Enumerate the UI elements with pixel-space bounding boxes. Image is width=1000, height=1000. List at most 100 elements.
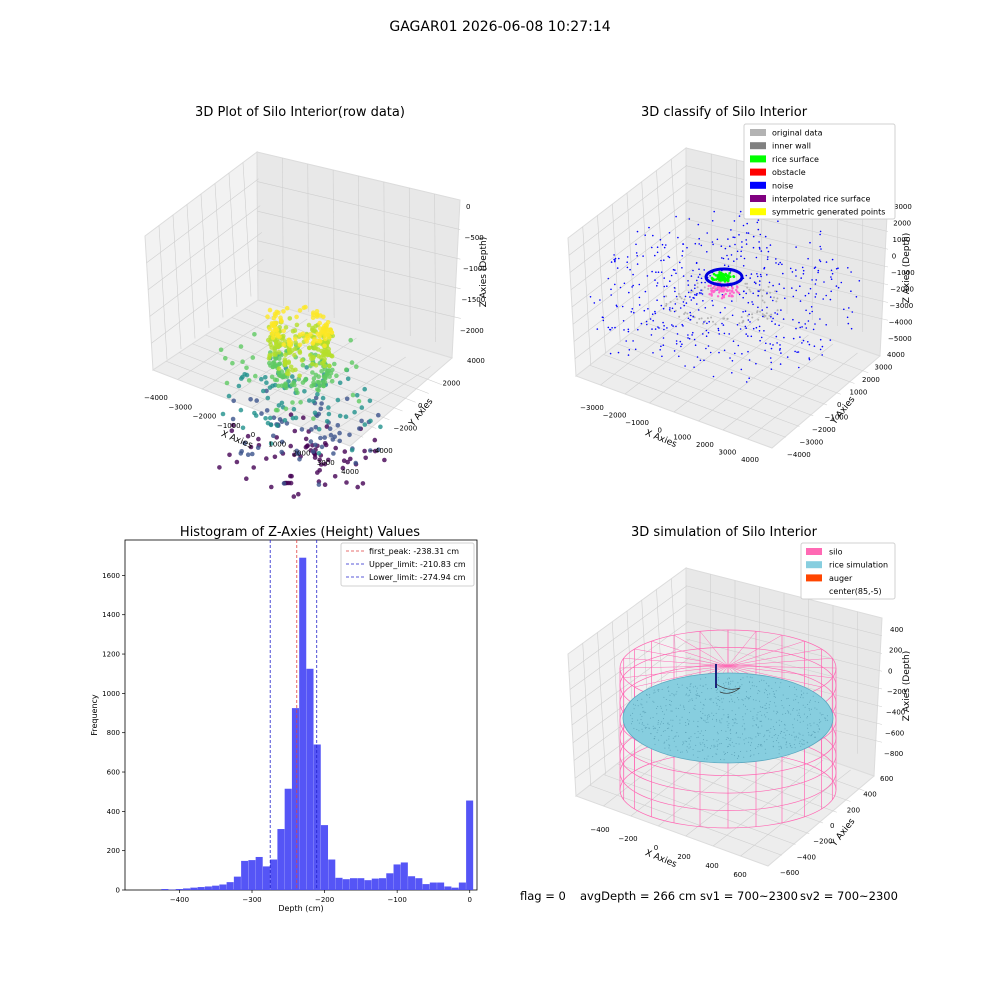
classify-3d-point-noise — [762, 315, 764, 318]
raw-3d-point — [297, 349, 303, 354]
classify-3d-point-noise — [697, 276, 700, 278]
raw-3d-point — [302, 389, 307, 394]
rice-mesh-point — [746, 697, 748, 699]
classify-3d-point-noise — [633, 311, 635, 314]
rice-mesh-point — [641, 704, 643, 706]
classify-3d-point-noise — [821, 354, 823, 356]
classify-3d-point-noise — [627, 354, 630, 356]
rice-mesh-point — [773, 734, 775, 736]
classify-3d-point-noise — [766, 306, 768, 309]
classify-3d-point-noise — [679, 307, 682, 309]
classify-3d-point-noise — [795, 327, 797, 330]
classify-3d-point-noise — [675, 325, 677, 328]
classify-3d-point-noise — [792, 295, 795, 298]
classify-3d-point-noise — [711, 300, 713, 302]
histogram-bar — [190, 887, 198, 890]
histogram-y-tick: 800 — [107, 729, 120, 737]
rice-mesh-point — [721, 718, 723, 720]
classify-3d-point-noise — [758, 241, 760, 243]
classify-3d-point-noise — [733, 220, 736, 222]
silo-roof-spoke — [727, 640, 805, 667]
rice-mesh-point — [791, 734, 793, 736]
raw-3d-point — [264, 380, 269, 386]
histogram-bar — [466, 800, 474, 890]
classify-3d-point-original — [717, 280, 719, 283]
rice-mesh-point — [816, 724, 818, 726]
classify-3d-point-noise — [616, 305, 618, 308]
raw-3d-point — [272, 311, 278, 317]
rice-mesh-point — [768, 718, 770, 720]
rice-mesh-point — [715, 712, 717, 714]
rice-mesh-point — [785, 742, 787, 744]
classify-3d-point-noise — [693, 366, 695, 369]
rice-mesh-point — [783, 732, 785, 733]
rice-mesh-point — [728, 681, 730, 683]
rice-mesh-point — [696, 687, 698, 689]
rice-mesh-point — [814, 701, 816, 703]
rice-mesh-point — [712, 718, 713, 720]
classify-3d-point-noise — [690, 314, 692, 317]
silo-roof-spoke — [727, 665, 822, 688]
classify-3d-x-tick: 3000 — [718, 449, 736, 457]
footer-avg-depth: avgDepth = 266 cm — [580, 889, 696, 903]
classify-3d-point-noise — [772, 344, 774, 346]
classify-3d-point-noise — [792, 318, 794, 321]
classify-3d-point-noise — [696, 292, 698, 295]
rice-mesh-point — [732, 725, 734, 727]
classify-3d-point-original — [751, 316, 754, 319]
raw-3d-point — [313, 442, 318, 448]
classify-3d-point-noise — [851, 311, 854, 313]
rice-mesh-point — [745, 705, 746, 707]
classify-3d-point-noise — [703, 321, 705, 323]
rice-mesh-point — [742, 699, 744, 701]
rice-mesh-point — [802, 704, 804, 706]
classify-3d-y-tick: −3000 — [800, 439, 824, 447]
classify-3d-point-noise — [763, 267, 765, 270]
rice-mesh-point — [649, 694, 651, 696]
classify-3d-point-noise — [758, 330, 761, 332]
classify-3d-y-tick: −1000 — [825, 414, 849, 422]
classify-3d-point-noise — [695, 294, 698, 296]
rice-mesh-point — [700, 678, 702, 680]
raw-3d-point — [276, 366, 282, 371]
rice-mesh-point — [807, 724, 809, 726]
classify-3d-point-noise — [797, 351, 800, 353]
rice-mesh-point — [771, 687, 773, 689]
raw-3d-point — [293, 387, 299, 393]
classify-3d-point-noise — [758, 290, 760, 293]
classify-3d-point-noise — [601, 316, 604, 319]
rice-mesh-point — [697, 756, 699, 758]
raw-3d-point — [357, 426, 362, 431]
rice-mesh-point — [681, 751, 683, 753]
classify-3d-point-noise — [668, 309, 671, 311]
raw-3d-point — [325, 320, 331, 325]
classify-3d-point-noise — [779, 347, 781, 350]
simulation-3d-y-tick: −600 — [780, 869, 799, 877]
classify-3d-point-noise — [814, 266, 817, 269]
raw-3d-point — [274, 341, 280, 347]
silo-roof-spoke — [727, 657, 833, 667]
rice-mesh-point — [780, 700, 782, 702]
raw-3d-point — [327, 363, 332, 369]
histogram-bar — [226, 882, 234, 890]
raw-3d-point — [274, 328, 279, 333]
grid-line — [573, 251, 693, 342]
rice-mesh-point — [750, 710, 752, 712]
classify-3d-point-noise — [772, 284, 774, 287]
rice-mesh-point — [764, 734, 766, 736]
classify-3d-point-noise — [765, 342, 767, 345]
rice-mesh-point — [752, 716, 754, 718]
classify-3d-point-noise — [741, 353, 743, 355]
rice-mesh-point — [716, 702, 718, 704]
rice-mesh-point — [743, 756, 745, 758]
raw-3d-point — [281, 328, 287, 334]
simulation-3d-x-tick: 0 — [654, 844, 658, 852]
raw-3d-point — [324, 424, 330, 429]
raw-3d-x-tick: 1000 — [268, 440, 286, 448]
rice-mesh-point — [764, 748, 766, 750]
classify-3d-point-noise — [840, 281, 843, 284]
simulation-3d-y-tick: −200 — [813, 838, 832, 846]
classify-3d-point-noise — [667, 255, 669, 258]
grid-line — [569, 603, 689, 690]
rice-mesh-point — [783, 723, 785, 725]
